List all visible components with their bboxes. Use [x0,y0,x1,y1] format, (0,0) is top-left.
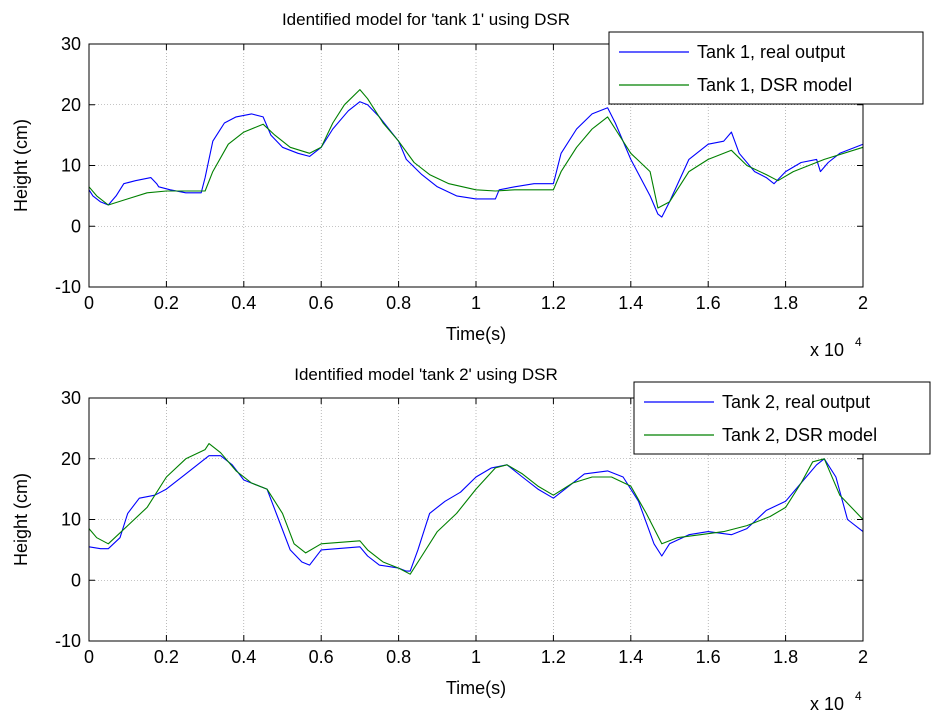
chart-title: Identified model for 'tank 1' using DSR [282,10,570,29]
x-tick-label: 0 [84,293,94,313]
y-tick-label: 30 [61,34,81,54]
x-axis-label: Time(s) [446,324,506,344]
x-tick-label: 0.2 [154,293,179,313]
x-axis-label: Time(s) [446,678,506,698]
x-tick-label: 0.4 [231,647,256,667]
y-tick-label: 0 [71,570,81,590]
y-tick-label: -10 [55,277,81,297]
x-axis-multiplier: x 10 [810,694,844,714]
legend-box [633,381,931,455]
y-tick-label: 10 [61,510,81,530]
x-tick-label: 1.6 [696,647,721,667]
grid [89,398,863,641]
series-line-dsr-model [88,89,864,209]
y-tick-label: 20 [61,449,81,469]
legend-box [608,31,924,105]
x-tick-label: 0.6 [309,293,334,313]
x-tick-label: 1.4 [618,647,643,667]
x-tick-label: 1.8 [773,647,798,667]
chart-title: Identified model 'tank 2' using DSR [294,365,558,384]
x-tick-label: 1.2 [541,293,566,313]
x-tick-label: 1.2 [541,647,566,667]
series-line-dsr-model [88,443,864,575]
y-axis-label: Height (cm) [11,473,31,566]
legend: Tank 1, real output Tank 1, DSR model [608,31,924,105]
grid [89,44,863,287]
x-tick-label: 1 [471,293,481,313]
legend-label: Tank 1, DSR model [697,75,852,95]
x-axis-multiplier-exponent: 4 [855,689,862,703]
chart-2: 0 0.2 0.4 0.6 0.8 1 1.2 1.4 1.6 1.8 2-100102030Ide… [11,365,931,714]
series-line-real-output [88,101,864,218]
x-tick-label: 0.6 [309,647,334,667]
x-tick-label: 0.2 [154,647,179,667]
y-tick-label: 20 [61,95,81,115]
legend: Tank 2, real output Tank 2, DSR model [633,381,931,455]
x-tick-label: 0.8 [386,293,411,313]
y-axis-label: Height (cm) [11,119,31,212]
x-tick-label: 0.8 [386,647,411,667]
chart-1: 0 0.2 0.4 0.6 0.8 1 1.2 1.4 1.6 1.8 2-100102030Ide… [11,10,924,360]
x-tick-label: 1.4 [618,293,643,313]
series-line-real-output [88,455,864,572]
legend-label: Tank 2, real output [722,392,870,412]
x-tick-label: 2 [858,293,868,313]
x-tick-label: 0.4 [231,293,256,313]
x-tick-label: 1.6 [696,293,721,313]
legend-label: Tank 2, DSR model [722,425,877,445]
x-tick-label: 0 [84,647,94,667]
x-tick-label: 1.8 [773,293,798,313]
y-tick-label: -10 [55,631,81,651]
x-tick-label: 2 [858,647,868,667]
x-tick-label: 1 [471,647,481,667]
x-axis-multiplier-exponent: 4 [855,335,862,349]
x-axis-multiplier: x 10 [810,340,844,360]
y-tick-label: 10 [61,156,81,176]
y-tick-label: 30 [61,388,81,408]
y-tick-label: 0 [71,216,81,236]
legend-label: Tank 1, real output [697,42,845,62]
